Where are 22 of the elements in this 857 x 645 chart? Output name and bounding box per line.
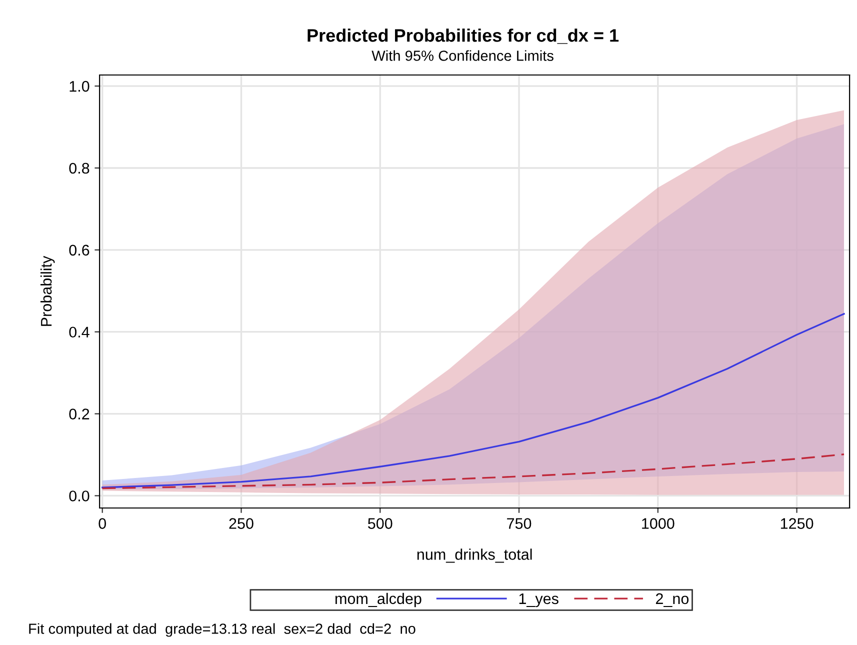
chart-title: Predicted Probabilities for cd_dx = 1 [308,28,619,44]
text: Fit computed at dad grade=13.13 real sex=2 dad cd=2 no [29,623,416,637]
x-tick-label: 250 [229,518,254,529]
y-tick-label: 0.6 [69,244,90,256]
x-tick-label: 750 [507,518,532,529]
x-tick-label: 500 [368,518,392,529]
x-tick-label: 1000 [642,518,674,529]
y-tick-label: 0.8 [69,162,90,174]
chart-subtitle: With 95% Confidence Limits [372,50,554,61]
line-series [102,454,845,490]
x-tick-label: 0 [98,518,106,529]
y-tick-label: 0.4 [69,326,90,338]
y-tick-label: 0.0 [69,490,90,502]
line-series [102,312,845,488]
legend-label: 1_yes [519,593,558,608]
y-tick-label: 0.2 [69,408,90,420]
legend-title: mom_alcdep [335,592,422,608]
y-axis-title: Probability [40,256,55,326]
y-tick-label: 1.0 [70,80,90,92]
x-tick-label: 1250 [780,518,814,529]
x-axis-title: num_drinks_total [417,548,532,563]
legend-label: 2_no [656,593,689,607]
